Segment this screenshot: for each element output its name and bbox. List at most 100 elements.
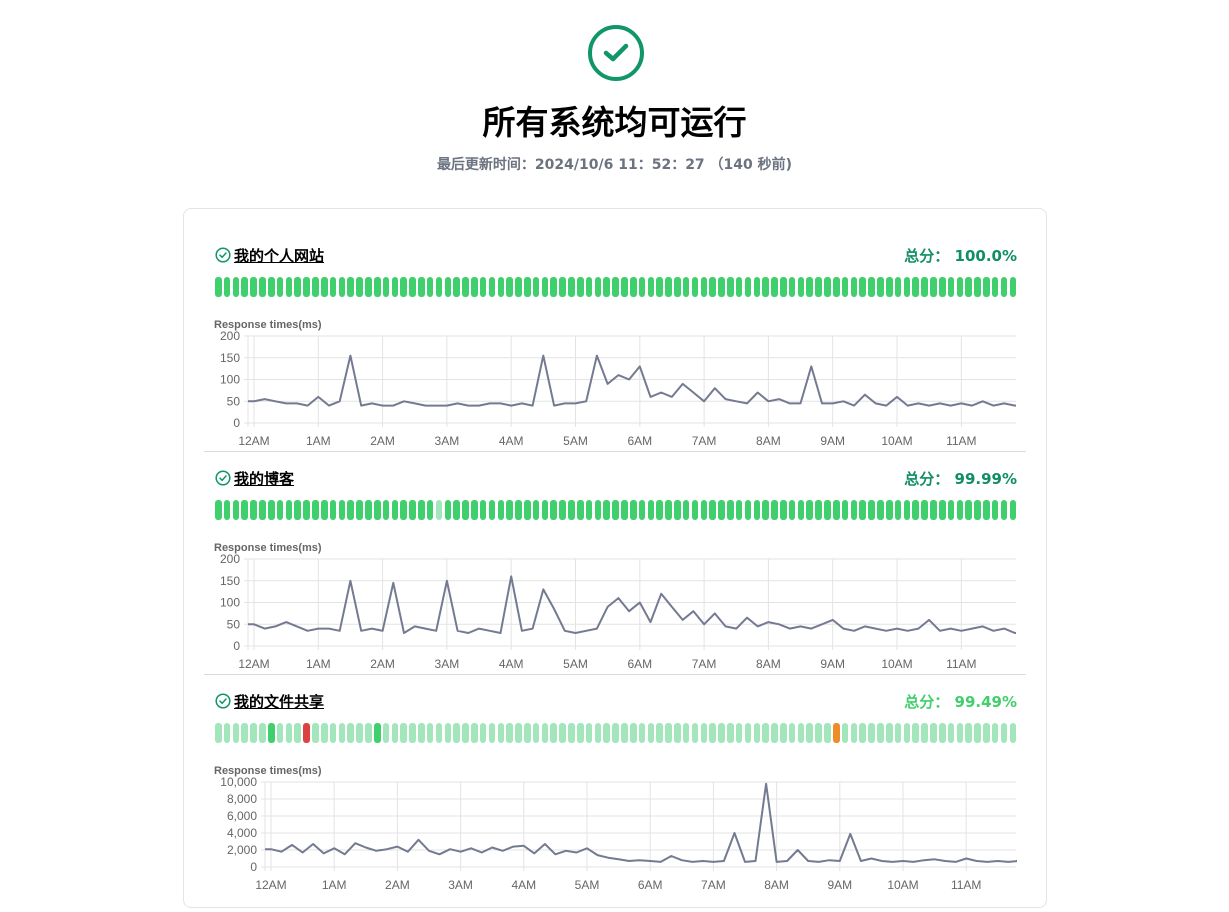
heartbeat-up[interactable] — [771, 277, 778, 297]
heartbeat-up[interactable] — [241, 277, 249, 297]
heartbeat-up[interactable] — [479, 277, 487, 297]
heartbeat-up[interactable] — [638, 500, 646, 520]
heartbeat-up-partial[interactable] — [559, 723, 566, 743]
heartbeat-up[interactable] — [674, 277, 681, 297]
heartbeat-down[interactable] — [303, 723, 310, 743]
heartbeat-up[interactable] — [912, 277, 920, 297]
heartbeat-up[interactable] — [365, 277, 372, 297]
heartbeat-up[interactable] — [682, 277, 690, 297]
heartbeat-up[interactable] — [1000, 500, 1008, 520]
heartbeat-up[interactable] — [462, 277, 469, 297]
heartbeat-up[interactable] — [250, 277, 257, 297]
heartbeat-up[interactable] — [568, 500, 575, 520]
heartbeat-up[interactable] — [312, 277, 319, 297]
heartbeat-up-partial[interactable] — [691, 723, 699, 743]
heartbeat-up-partial[interactable] — [815, 723, 822, 743]
heartbeat-up[interactable] — [832, 500, 840, 520]
heartbeat-up[interactable] — [585, 500, 593, 520]
heartbeat-up[interactable] — [267, 500, 275, 520]
heartbeat-up[interactable] — [806, 500, 814, 520]
heartbeat-up[interactable] — [912, 500, 920, 520]
heartbeat-up[interactable] — [691, 277, 699, 297]
heartbeat-up-partial[interactable] — [903, 723, 911, 743]
heartbeat-up[interactable] — [956, 500, 964, 520]
monitor-name-link[interactable]: 我的文件共享 — [234, 693, 325, 711]
heartbeat-up-partial[interactable] — [780, 723, 787, 743]
heartbeat-up[interactable] — [259, 277, 266, 297]
heartbeat-up[interactable] — [947, 277, 955, 297]
heartbeat-up-partial[interactable] — [771, 723, 778, 743]
heartbeat-up[interactable] — [735, 277, 743, 297]
heartbeat-up[interactable] — [267, 277, 275, 297]
heartbeat-up[interactable] — [276, 277, 284, 297]
heartbeat-up-partial[interactable] — [965, 723, 972, 743]
heartbeat-up[interactable] — [665, 500, 672, 520]
heartbeat-up[interactable] — [877, 500, 884, 520]
heartbeat-up[interactable] — [594, 277, 602, 297]
heartbeat-up[interactable] — [894, 277, 902, 297]
heartbeat-up[interactable] — [903, 277, 911, 297]
heartbeat-up[interactable] — [444, 500, 452, 520]
heartbeat-up[interactable] — [241, 500, 249, 520]
heartbeat-up[interactable] — [541, 500, 549, 520]
heartbeat-up-partial[interactable] — [250, 723, 257, 743]
heartbeat-up[interactable] — [497, 277, 505, 297]
heartbeat-up[interactable] — [603, 500, 611, 520]
heartbeat-up[interactable] — [576, 500, 584, 520]
heartbeat-up[interactable] — [647, 277, 655, 297]
heartbeat-up[interactable] — [488, 277, 496, 297]
heartbeat-up-partial[interactable] — [656, 723, 663, 743]
heartbeat-up[interactable] — [832, 277, 840, 297]
heartbeat-up-partial[interactable] — [621, 723, 628, 743]
heartbeat-up-partial[interactable] — [718, 723, 725, 743]
heartbeat-up[interactable] — [506, 277, 513, 297]
heartbeat-up[interactable] — [382, 277, 390, 297]
heartbeat-up[interactable] — [215, 277, 222, 297]
heartbeat-up-partial[interactable] — [400, 723, 407, 743]
heartbeat-up[interactable] — [921, 500, 928, 520]
heartbeat-up[interactable] — [347, 277, 355, 297]
heartbeat-up[interactable] — [771, 500, 778, 520]
heartbeat-up-partial[interactable] — [682, 723, 690, 743]
heartbeat-up[interactable] — [532, 500, 540, 520]
heartbeat-up[interactable] — [621, 500, 628, 520]
heartbeat-up[interactable] — [780, 500, 787, 520]
heartbeat-up[interactable] — [621, 277, 628, 297]
heartbeat-up[interactable] — [594, 500, 602, 520]
heartbeat-up[interactable] — [479, 500, 487, 520]
heartbeat-up[interactable] — [824, 500, 831, 520]
heartbeat-up-partial[interactable] — [930, 723, 937, 743]
monitor-name-link[interactable]: 我的个人网站 — [234, 247, 325, 265]
heartbeat-up-partial[interactable] — [894, 723, 902, 743]
heartbeat-up-partial[interactable] — [532, 723, 540, 743]
heartbeat-up[interactable] — [523, 500, 531, 520]
heartbeat-up[interactable] — [532, 277, 540, 297]
heartbeat-up[interactable] — [709, 500, 716, 520]
heartbeat-up-partial[interactable] — [338, 723, 346, 743]
heartbeat-up-partial[interactable] — [912, 723, 920, 743]
heartbeat-up[interactable] — [232, 277, 240, 297]
heartbeat-up[interactable] — [435, 277, 443, 297]
heartbeat-up[interactable] — [409, 500, 416, 520]
heartbeat-up-partial[interactable] — [603, 723, 611, 743]
heartbeat-up-partial[interactable] — [541, 723, 549, 743]
heartbeat-up[interactable] — [709, 277, 716, 297]
heartbeat-up[interactable] — [497, 500, 505, 520]
heartbeat-up-partial[interactable] — [365, 723, 372, 743]
heartbeat-up-partial[interactable] — [594, 723, 602, 743]
heartbeat-up[interactable] — [232, 500, 240, 520]
heartbeat-up[interactable] — [947, 500, 955, 520]
heartbeat-up-partial[interactable] — [294, 723, 302, 743]
heartbeat-up[interactable] — [320, 500, 328, 520]
heartbeat-up-partial[interactable] — [700, 723, 708, 743]
heartbeat-up[interactable] — [391, 500, 399, 520]
heartbeat-up-partial[interactable] — [868, 723, 875, 743]
heartbeat-up-partial[interactable] — [1000, 723, 1008, 743]
heartbeat-up[interactable] — [753, 277, 761, 297]
heartbeat-up-partial[interactable] — [453, 723, 460, 743]
heartbeat-up[interactable] — [700, 500, 708, 520]
heartbeat-up[interactable] — [815, 277, 822, 297]
heartbeat-up[interactable] — [471, 500, 478, 520]
heartbeat-up-partial[interactable] — [435, 723, 443, 743]
heartbeat-up[interactable] — [515, 277, 522, 297]
